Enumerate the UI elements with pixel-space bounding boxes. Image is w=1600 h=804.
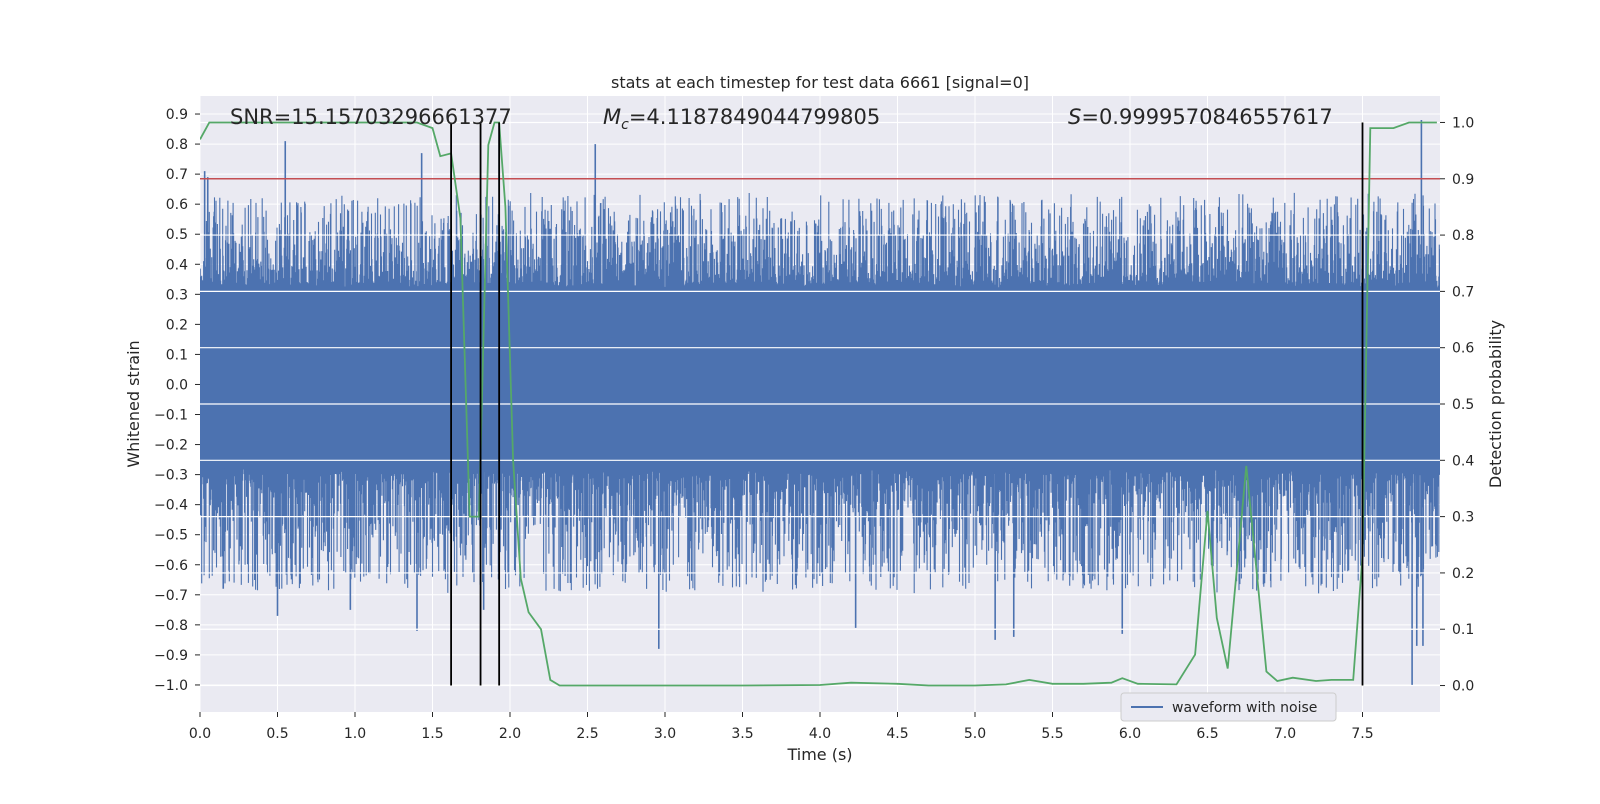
x-tick-label-7: 3.5 <box>731 726 753 742</box>
y-left-tick-label-11: −0.2 <box>154 438 188 454</box>
snr-annotation: SNR=15.15703296661377 <box>230 105 512 129</box>
y-right-tick-label-5: 0.5 <box>1452 397 1474 413</box>
x-tick-label-0: 0.0 <box>189 726 211 742</box>
legend-label-waveform: waveform with noise <box>1172 700 1317 716</box>
y-right-tick-label-10: 0.0 <box>1452 679 1474 695</box>
x-tick-label-11: 5.5 <box>1041 726 1063 742</box>
x-tick-label-6: 3.0 <box>654 726 676 742</box>
chirp-mass-subscript: c <box>621 117 629 133</box>
y-axis-left-label: Whitened strain <box>124 340 143 467</box>
y-left-tick-label-16: −0.7 <box>154 588 188 604</box>
score-value: =0.9999570846557617 <box>1081 105 1332 129</box>
x-tick-label-12: 6.0 <box>1119 726 1141 742</box>
y-left-tick-label-19: −1.0 <box>154 678 188 694</box>
x-tick-label-10: 5.0 <box>964 726 986 742</box>
y-left-tick-label-8: 0.1 <box>166 347 188 363</box>
y-right-tick-label-1: 0.9 <box>1452 172 1474 188</box>
y-left-tick-label-5: 0.4 <box>166 257 188 273</box>
y-right-tick-label-9: 0.1 <box>1452 622 1474 638</box>
x-axis-label: Time (s) <box>786 745 852 764</box>
y-right-tick-label-8: 0.2 <box>1452 566 1474 582</box>
x-tick-label-14: 7.0 <box>1274 726 1296 742</box>
chart-title: stats at each timestep for test data 666… <box>611 73 1029 92</box>
y-right-tick-label-3: 0.7 <box>1452 284 1474 300</box>
y-right-tick-label-4: 0.6 <box>1452 341 1474 357</box>
x-tick-label-4: 2.0 <box>499 726 521 742</box>
legend-box <box>1120 692 1337 722</box>
y-left-tick-label-10: −0.1 <box>154 408 188 424</box>
axes: 0.0 0.5 1.0 1.5 2.0 2.5 3.0 3.5 4.0 4.5 5.0 5.5 6.0 6… <box>154 107 1474 742</box>
x-tick-label-8: 4.0 <box>809 726 831 742</box>
x-tick-label-15: 7.5 <box>1351 726 1373 742</box>
y-axis-right-label: Detection probability <box>1486 320 1505 488</box>
y-right-tick-label-6: 0.4 <box>1452 453 1474 469</box>
y-left-tick-label-17: −0.8 <box>154 618 188 634</box>
y-right-tick-label-2: 0.8 <box>1452 228 1474 244</box>
y-left-tick-label-2: 0.7 <box>166 167 188 183</box>
waveform-core <box>200 288 1440 469</box>
detection-probability-line <box>200 121 1437 687</box>
chirp-mass-annotation: Mc=4.1187849044799805 <box>603 105 880 133</box>
series-layer <box>200 120 1440 687</box>
y-left-tick-label-7: 0.2 <box>166 317 188 333</box>
x-tick-label-3: 1.5 <box>421 726 443 742</box>
y-right-tick-label-0: 1.0 <box>1452 115 1474 131</box>
y-left-tick-label-18: −0.9 <box>154 648 188 664</box>
y-left-tick-label-12: −0.3 <box>154 468 188 484</box>
y-left-tick-label-1: 0.8 <box>166 137 188 153</box>
x-tick-label-1: 0.5 <box>266 726 288 742</box>
chirp-mass-value: =4.1187849044799805 <box>629 105 880 129</box>
x-tick-label-9: 4.5 <box>886 726 908 742</box>
y-left-tick-label-3: 0.6 <box>166 197 188 213</box>
x-tick-label-5: 2.5 <box>576 726 598 742</box>
y-left-tick-label-13: −0.4 <box>154 498 188 514</box>
x-tick-label-2: 1.0 <box>344 726 366 742</box>
score-symbol: S <box>1068 105 1081 129</box>
legend: waveform with noise <box>1120 692 1337 722</box>
y-right-tick-label-7: 0.3 <box>1452 510 1474 526</box>
score-annotation: S=0.9999570846557617 <box>1068 105 1333 129</box>
chirp-mass-symbol: M <box>603 105 621 129</box>
y-left-tick-label-14: −0.5 <box>154 528 188 544</box>
y-left-tick-label-6: 0.3 <box>166 287 188 303</box>
y-left-tick-label-4: 0.5 <box>166 227 188 243</box>
x-tick-label-13: 6.5 <box>1196 726 1218 742</box>
y-left-tick-label-9: 0.0 <box>166 377 188 393</box>
y-left-tick-label-15: −0.6 <box>154 558 188 574</box>
y-left-tick-label-0: 0.9 <box>166 107 188 123</box>
